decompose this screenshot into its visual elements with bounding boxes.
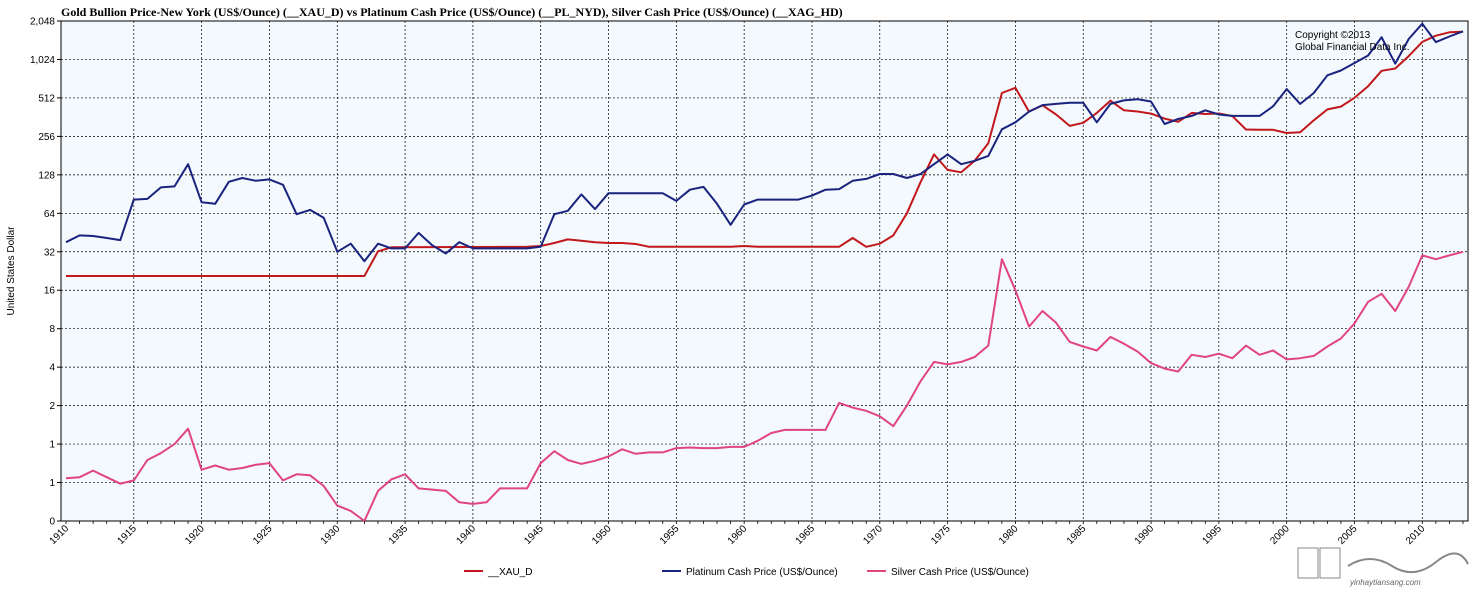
copyright-line-1: Copyright ©2013 <box>1295 30 1371 41</box>
y-tick-label: 4 <box>49 363 55 374</box>
y-tick-label: 64 <box>44 209 56 220</box>
y-tick-label: 0 <box>49 517 55 528</box>
y-tick-label: 128 <box>38 170 55 181</box>
y-axis-label: United States Dollar <box>6 226 17 316</box>
legend-label-platinum: Platinum Cash Price (US$/Ounce) <box>686 567 838 578</box>
watermark-seal-icon-2 <box>1319 547 1341 579</box>
legend-label-silver: Silver Cash Price (US$/Ounce) <box>891 567 1029 578</box>
series-line-silver <box>65 250 1464 522</box>
watermark-seal-icon <box>1297 547 1319 579</box>
y-tick-label: 1,024 <box>30 55 55 66</box>
y-axis-ticks: 0 1 1 2 4 8 16 32 64 128 256 512 1,024 2,048 <box>30 17 61 528</box>
copyright-line-2: Global Financial Data Inc. <box>1295 42 1410 53</box>
y-tick-label: 1 <box>49 478 55 489</box>
y-tick-label: 1 <box>49 440 55 451</box>
plot-area <box>60 20 1469 522</box>
grid <box>61 21 1468 521</box>
y-tick-label: 2,048 <box>30 17 55 28</box>
y-tick-label: 8 <box>49 324 55 335</box>
watermark-calligraphy-icon <box>1347 552 1469 573</box>
watermark-text: yinhaytiansang.com <box>1349 578 1421 587</box>
y-tick-label: 32 <box>44 247 56 258</box>
series-line-platinum <box>65 22 1464 263</box>
y-tick-label: 512 <box>38 93 55 104</box>
y-tick-label: 256 <box>38 132 55 143</box>
y-tick-label: 2 <box>49 401 55 412</box>
legend-label-gold: __XAU_D <box>487 567 532 578</box>
series-lines <box>65 22 1464 522</box>
y-tick-label: 16 <box>44 286 56 297</box>
legend: __XAU_D Platinum Cash Price (US$/Ounce) Si… <box>464 567 1029 578</box>
watermark-logo: yinhaytiansang.com <box>1297 547 1469 587</box>
chart-title: Gold Bullion Price-New York (US$/Ounce) … <box>61 5 843 19</box>
